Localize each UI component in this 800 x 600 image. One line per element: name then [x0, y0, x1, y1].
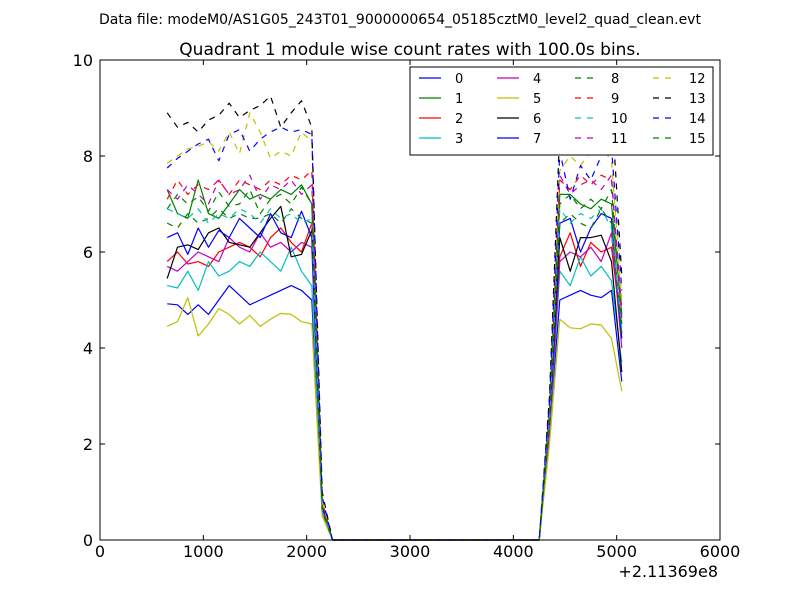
legend-label-7: 7	[533, 132, 541, 147]
legend-label-10: 10	[611, 112, 628, 127]
y-tick-label: 4	[83, 339, 93, 358]
series-line-14	[166, 126, 623, 541]
legend-label-9: 9	[611, 92, 619, 107]
legend-label-6: 6	[533, 112, 541, 127]
x-tick-label: 0	[95, 542, 105, 561]
y-tick-label: 10	[73, 51, 93, 70]
legend-label-8: 8	[611, 72, 619, 87]
y-tick-label: 6	[83, 243, 93, 262]
plot-area	[166, 95, 623, 541]
legend-label-12: 12	[689, 72, 706, 87]
legend-label-1: 1	[455, 92, 463, 107]
chart-title: Quadrant 1 module wise count rates with …	[179, 40, 640, 60]
y-tick-label: 0	[83, 531, 93, 550]
y-tick-label: 2	[83, 435, 93, 454]
legend-label-15: 15	[689, 132, 706, 147]
legend-label-0: 0	[455, 72, 463, 87]
legend-label-3: 3	[455, 132, 463, 147]
x-tick-label: 2000	[286, 542, 327, 561]
x-tick-label: 3000	[390, 542, 431, 561]
x-tick-label: 4000	[493, 542, 534, 561]
legend-box	[409, 66, 714, 156]
y-tick-label: 8	[83, 147, 93, 166]
series-line-10	[166, 208, 623, 541]
legend-label-4: 4	[533, 72, 541, 87]
x-tick-label: 6000	[700, 542, 741, 561]
legend-label-13: 13	[689, 92, 706, 107]
x-offset-label: +2.11369e8	[618, 562, 718, 581]
legend-label-14: 14	[689, 112, 706, 127]
legend-label-11: 11	[611, 132, 628, 147]
legend-label-2: 2	[455, 112, 463, 127]
legend-label-5: 5	[533, 92, 541, 107]
x-tick-label: 5000	[596, 542, 637, 561]
chart-suptitle: Data file: modeM0/AS1G05_243T01_90000006…	[99, 12, 701, 28]
x-tick-label: 1000	[183, 542, 224, 561]
